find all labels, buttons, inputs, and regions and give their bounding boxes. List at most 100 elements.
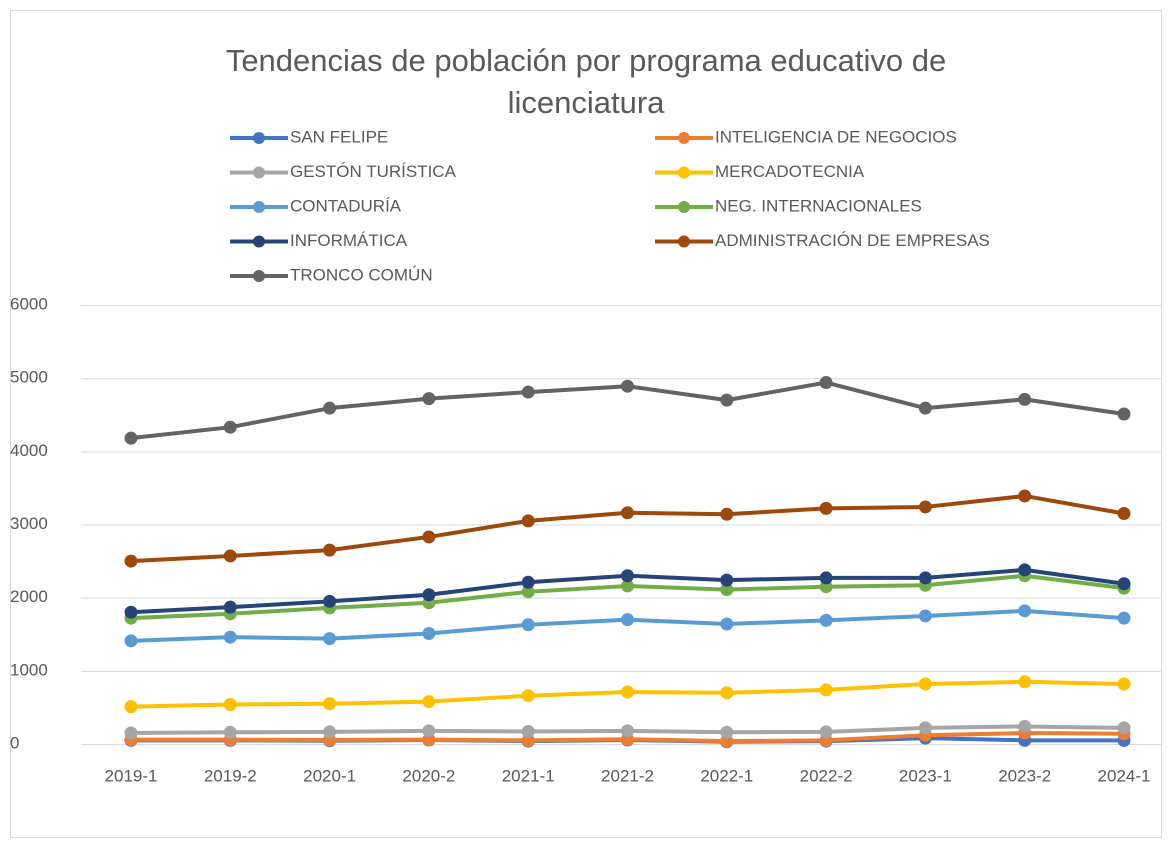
- x-tick-label: 2023-1: [899, 766, 952, 785]
- data-point: [720, 617, 734, 631]
- data-point: [124, 700, 138, 714]
- legend-label: TRONCO COMÚN: [290, 265, 433, 284]
- data-point: [422, 392, 436, 406]
- legend-label: SAN FELIPE: [290, 127, 388, 146]
- data-point: [918, 571, 932, 585]
- legend-marker: [678, 166, 690, 179]
- data-point: [1018, 719, 1032, 733]
- data-point: [1117, 611, 1131, 625]
- data-point: [223, 600, 237, 614]
- data-point: [720, 573, 734, 587]
- legend-label: INTELIGENCIA DE NEGOCIOS: [715, 127, 957, 146]
- data-point: [323, 632, 337, 646]
- data-point: [1018, 563, 1032, 577]
- x-tick-label: 2022-1: [700, 766, 753, 785]
- x-tick-label: 2024-1: [1098, 766, 1151, 785]
- data-point: [223, 630, 237, 644]
- data-point: [521, 618, 535, 632]
- data-point: [819, 571, 833, 585]
- data-point: [720, 725, 734, 739]
- data-point: [621, 724, 634, 738]
- legend-label: MERCADOTECNIA: [715, 162, 865, 181]
- chart-title: Tendencias de población por programa edu…: [225, 43, 947, 120]
- data-point: [124, 431, 138, 445]
- y-tick-label: 5000: [10, 368, 48, 387]
- data-point: [819, 683, 833, 697]
- legend-marker: [253, 201, 265, 213]
- legend-marker: [253, 270, 265, 282]
- data-point: [521, 725, 535, 739]
- data-point: [422, 695, 436, 709]
- data-point: [621, 506, 634, 520]
- legend-marker: [253, 235, 265, 248]
- data-point: [1117, 721, 1131, 735]
- legend-marker: [253, 166, 265, 179]
- data-point: [124, 554, 138, 568]
- data-point: [124, 634, 138, 648]
- x-tick-label: 2021-1: [502, 766, 555, 785]
- data-point: [621, 613, 634, 627]
- y-tick-label: 1000: [10, 660, 48, 679]
- data-point: [819, 376, 833, 390]
- data-point: [323, 401, 337, 415]
- data-point: [621, 579, 634, 593]
- data-point: [422, 724, 436, 738]
- x-tick-label: 2019-2: [204, 766, 257, 785]
- data-point: [1018, 675, 1032, 689]
- y-tick-label: 2000: [10, 587, 48, 606]
- y-tick-label: 4000: [10, 441, 48, 460]
- data-point: [422, 530, 436, 544]
- legend-label: ADMINISTRACIÓN DE EMPRESAS: [715, 231, 990, 250]
- data-point: [223, 420, 237, 434]
- data-point: [621, 379, 634, 393]
- y-tick-label: 0: [10, 733, 19, 752]
- data-point: [223, 549, 237, 563]
- legend-marker: [678, 235, 690, 248]
- data-point: [521, 689, 535, 703]
- data-point: [1018, 489, 1032, 503]
- data-point: [720, 393, 734, 407]
- data-point: [918, 721, 932, 735]
- data-point: [521, 514, 535, 528]
- data-point: [819, 501, 833, 515]
- data-point: [323, 594, 337, 608]
- legend-label: INFORMÁTICA: [290, 231, 408, 250]
- x-tick-label: 2020-1: [303, 766, 356, 785]
- data-point: [720, 583, 734, 597]
- data-point: [720, 507, 734, 521]
- x-tick-label: 2019-1: [105, 766, 158, 785]
- data-point: [1117, 677, 1131, 691]
- x-tick-label: 2020-2: [402, 766, 455, 785]
- x-tick-label: 2021-2: [601, 766, 654, 785]
- data-point: [1018, 392, 1032, 406]
- data-point: [720, 686, 734, 700]
- legend-label: GESTÓN TURÍSTICA: [290, 162, 457, 181]
- data-point: [918, 609, 932, 623]
- legend-marker: [678, 201, 690, 213]
- chart-frame: [10, 10, 1162, 838]
- x-tick-label: 2023-2: [998, 766, 1051, 785]
- legend-label: NEG. INTERNACIONALES: [715, 196, 922, 215]
- y-tick-label: 6000: [10, 294, 48, 313]
- data-point: [1117, 407, 1131, 421]
- data-point: [124, 726, 138, 740]
- data-point: [124, 605, 138, 619]
- legend-label: CONTADURÍA: [290, 196, 402, 215]
- data-point: [621, 569, 634, 583]
- data-point: [323, 543, 337, 557]
- data-point: [918, 500, 932, 514]
- data-point: [223, 697, 237, 711]
- data-point: [1117, 577, 1131, 591]
- data-point: [1117, 507, 1131, 521]
- series-line: [130, 493, 1125, 564]
- data-point: [521, 575, 535, 589]
- data-point: [521, 385, 535, 399]
- y-tick-label: 3000: [10, 514, 48, 533]
- data-point: [223, 725, 237, 739]
- data-point: [1018, 604, 1032, 618]
- data-point: [521, 585, 535, 599]
- x-tick-label: 2022-2: [800, 766, 853, 785]
- data-point: [422, 588, 436, 602]
